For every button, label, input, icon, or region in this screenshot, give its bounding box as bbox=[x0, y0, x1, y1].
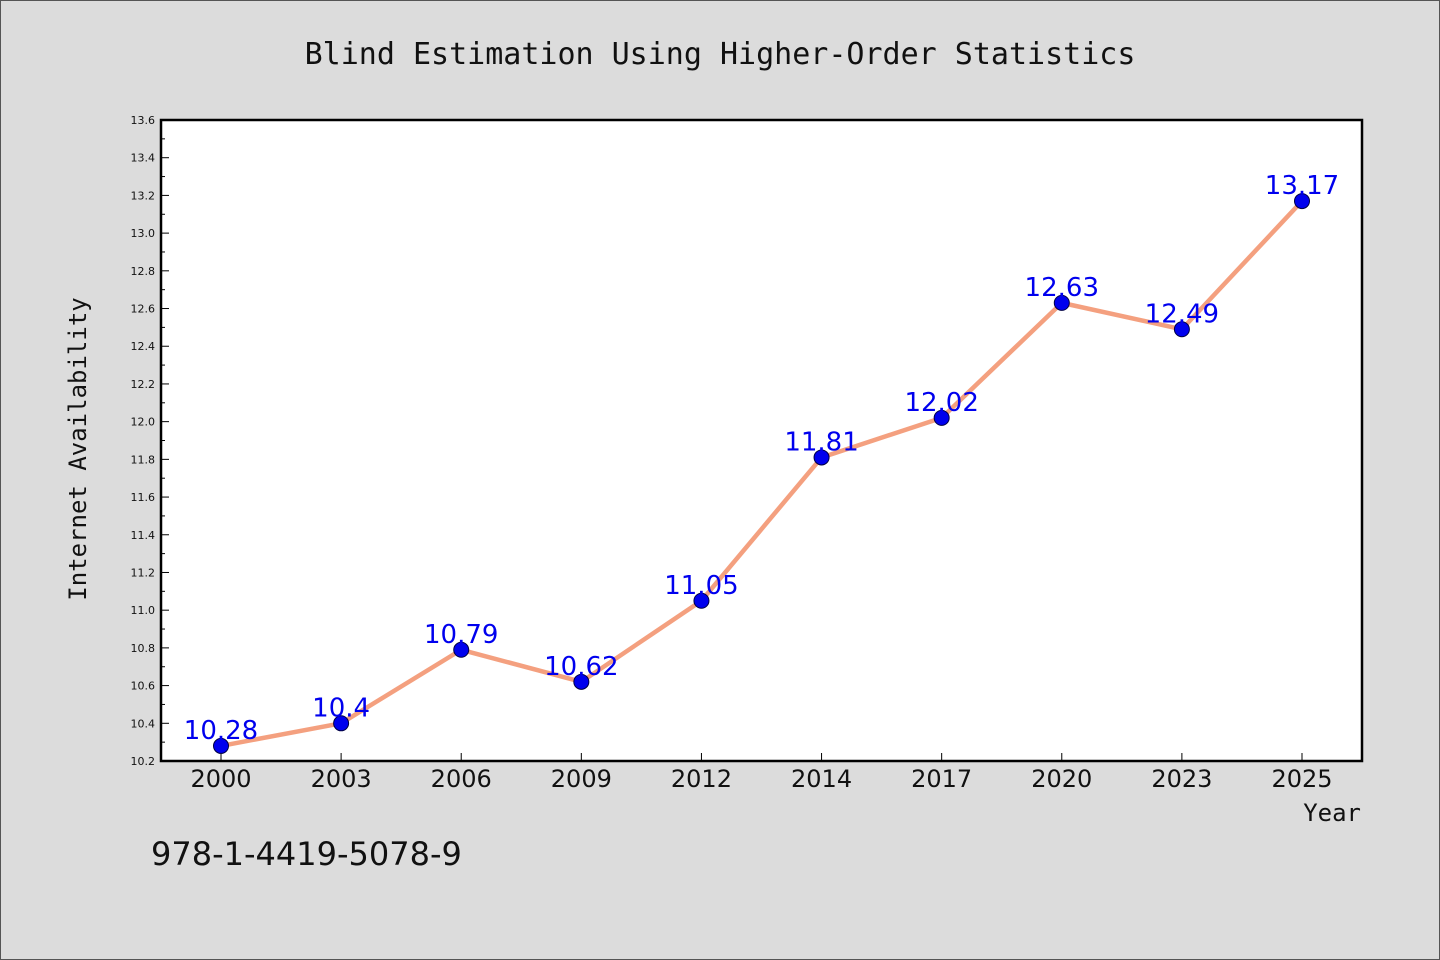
y-tick-label: 11.2 bbox=[131, 566, 156, 579]
data-label: 11.05 bbox=[664, 571, 738, 601]
y-tick-label: 11.8 bbox=[131, 453, 156, 466]
data-label: 12.49 bbox=[1145, 299, 1219, 329]
data-point bbox=[1053, 294, 1070, 311]
y-tick-label: 10.2 bbox=[131, 755, 156, 768]
data-point bbox=[333, 715, 350, 732]
data-label: 13.17 bbox=[1265, 171, 1339, 201]
y-axis-label: Internet Availability bbox=[64, 297, 92, 600]
y-tick-label: 10.4 bbox=[131, 717, 156, 730]
data-point bbox=[213, 737, 229, 754]
data-label: 12.02 bbox=[904, 388, 978, 418]
y-tick-label: 11.4 bbox=[131, 529, 156, 542]
y-tick-label: 12.4 bbox=[131, 340, 156, 353]
y-tick-label: 12.8 bbox=[131, 265, 156, 278]
data-point bbox=[933, 409, 950, 426]
y-tick-label: 13.2 bbox=[131, 189, 156, 202]
series-line bbox=[218, 198, 1305, 749]
data-point bbox=[813, 449, 830, 466]
y-tick-label: 10.6 bbox=[131, 680, 156, 693]
y-axis: 10.2 10.4 10.6 10.8 11.0 11.2 11.4 11.6 11.8 12.0… bbox=[131, 114, 169, 768]
data-point bbox=[1294, 193, 1310, 210]
data-point bbox=[693, 592, 710, 609]
x-tick-label: 2009 bbox=[551, 765, 612, 793]
data-point bbox=[573, 673, 590, 690]
y-tick-label: 11.0 bbox=[131, 604, 156, 617]
x-tick-label: 2000 bbox=[190, 765, 251, 793]
x-tick-label: 2017 bbox=[911, 765, 972, 793]
x-tick-label: 2006 bbox=[431, 765, 492, 793]
chart-title: Blind Estimation Using Higher-Order Stat… bbox=[305, 37, 1136, 72]
data-label: 10.4 bbox=[312, 693, 370, 723]
series-layer: 10.28 10.4 10.79 10.62 11.05 11.81 12.02 12.63 1… bbox=[184, 171, 1339, 754]
x-tick-label: 2020 bbox=[1031, 765, 1092, 793]
x-tick-label: 2003 bbox=[311, 765, 372, 793]
x-axis-label: Year bbox=[1303, 799, 1361, 827]
x-axis: 2000 2003 2006 2009 2012 2014 2017 2020 2023 2025 bbox=[190, 753, 1333, 793]
data-label: 10.79 bbox=[424, 620, 498, 650]
y-tick-label: 13.6 bbox=[131, 114, 156, 127]
y-tick-label: 10.8 bbox=[131, 642, 156, 655]
data-label: 10.62 bbox=[544, 652, 618, 682]
x-tick-label: 2023 bbox=[1151, 765, 1212, 793]
y-tick-label: 12.6 bbox=[131, 303, 156, 316]
x-tick-label: 2025 bbox=[1271, 765, 1332, 793]
data-point bbox=[453, 641, 470, 658]
y-tick-label: 12.0 bbox=[131, 416, 156, 429]
x-tick-label: 2014 bbox=[791, 765, 852, 793]
plot-area bbox=[159, 118, 1364, 763]
y-tick-label: 13.0 bbox=[131, 227, 156, 240]
y-tick-label: 12.2 bbox=[131, 378, 156, 391]
data-label: 10.28 bbox=[184, 716, 258, 746]
isbn-text: 978-1-4419-5078-9 bbox=[151, 835, 462, 873]
data-label: 12.63 bbox=[1025, 273, 1099, 303]
y-tick-label: 13.4 bbox=[131, 152, 156, 165]
data-label: 11.81 bbox=[784, 427, 858, 457]
data-point bbox=[1173, 321, 1190, 338]
x-tick-label: 2012 bbox=[671, 765, 732, 793]
y-tick-label: 11.6 bbox=[131, 491, 156, 504]
